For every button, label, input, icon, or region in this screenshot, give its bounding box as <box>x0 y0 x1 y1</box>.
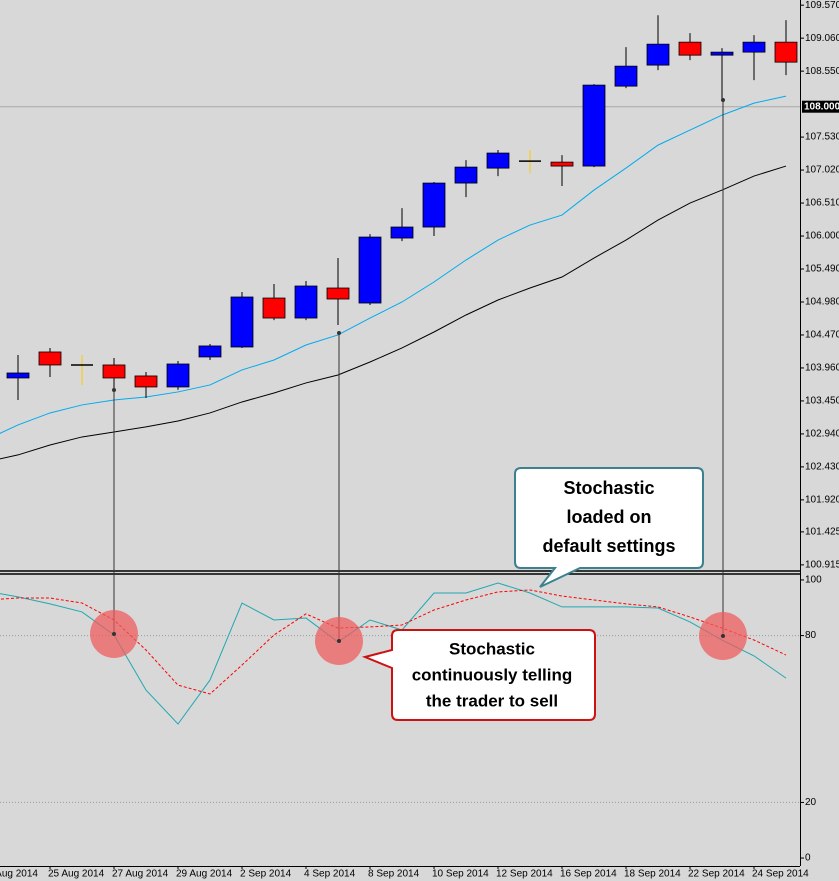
x-tick-label: 18 Sep 2014 <box>624 869 681 880</box>
x-tick-label: 16 Sep 2014 <box>560 869 617 880</box>
candle-body <box>550 161 574 167</box>
candle-body <box>646 43 670 66</box>
y-tick-label: 101.425 <box>805 527 839 538</box>
current-price-label: 108.000 <box>804 101 839 112</box>
callout-box <box>361 629 596 721</box>
callout: Stochastic continuously telling the trad… <box>361 629 596 721</box>
callout-text: default settings <box>542 536 675 556</box>
y-tick-label: 109.060 <box>805 33 839 44</box>
x-tick-label: 2 Sep 2014 <box>240 869 292 880</box>
y-tick-label: 101.920 <box>805 495 839 506</box>
x-tick-label: 8 Sep 2014 <box>368 869 420 880</box>
y-tick-label: 104.980 <box>805 297 839 308</box>
y-tick-label: 102.430 <box>805 462 839 473</box>
y-tick-label: 106.510 <box>805 198 839 209</box>
y-tick-label: 109.570 <box>805 0 839 11</box>
candle-body <box>486 152 510 169</box>
current-price-box <box>802 100 839 113</box>
x-tick-label: 22 Sep 2014 <box>688 869 745 880</box>
x-tick-label: 10 Sep 2014 <box>432 869 489 880</box>
connector-dot <box>721 634 725 638</box>
x-tick-label: 4 Sep 2014 <box>304 869 356 880</box>
y-tick-label: 80 <box>805 630 817 641</box>
y-tick-label: 107.020 <box>805 165 839 176</box>
x-tick-label: Aug 2014 <box>0 869 38 880</box>
candle-body <box>742 41 766 53</box>
connector-dot <box>112 388 116 392</box>
x-tick-label: 24 Sep 2014 <box>752 869 809 880</box>
y-tick-label: 100.915 <box>805 559 839 570</box>
candle-body <box>198 345 222 358</box>
moving-average <box>0 165 787 460</box>
connector-dot <box>721 98 725 102</box>
candle-body <box>294 285 318 319</box>
candle-body <box>230 296 254 348</box>
y-tick-label: 105.490 <box>805 264 839 275</box>
y-tick-label: 103.960 <box>805 363 839 374</box>
callout-text: Stochastic <box>563 478 654 498</box>
x-tick-label: 27 Aug 2014 <box>112 869 169 880</box>
candle-body <box>358 236 382 304</box>
candle-body <box>262 297 286 319</box>
candle-body <box>454 166 478 184</box>
stochastic-line <box>0 589 787 695</box>
y-tick-label: 20 <box>805 797 817 808</box>
callout-text: continuously telling <box>412 665 573 684</box>
candle-body <box>38 351 62 366</box>
candle-body <box>774 41 798 63</box>
candle-body <box>422 182 446 228</box>
candle-body <box>134 375 158 388</box>
plot-area <box>0 15 800 803</box>
y-tick-label: 108.550 <box>805 66 839 77</box>
callout-box <box>514 467 704 588</box>
callout-text: the trader to sell <box>426 691 558 710</box>
callout-text: loaded on <box>567 507 652 527</box>
callout-text: Stochastic <box>449 639 535 658</box>
y-tick-label: 102.940 <box>805 429 839 440</box>
y-tick-label: 103.450 <box>805 396 839 407</box>
x-tick-label: 25 Aug 2014 <box>48 869 105 880</box>
candle-body <box>166 363 190 388</box>
x-tick-label: 12 Sep 2014 <box>496 869 553 880</box>
connector-dot <box>337 639 341 643</box>
y-tick-label: 104.470 <box>805 330 839 341</box>
candle-body <box>710 51 734 56</box>
candle-body <box>390 226 414 239</box>
moving-average <box>0 95 787 434</box>
x-tick-label: 29 Aug 2014 <box>176 869 233 880</box>
candle-body <box>678 41 702 56</box>
y-tick-label: 107.530 <box>805 132 839 143</box>
candle-body <box>6 372 30 379</box>
candle-body <box>614 65 638 87</box>
y-tick-label: 106.000 <box>805 231 839 242</box>
connector-dot <box>112 632 116 636</box>
callout: Stochastic loaded on default settings <box>514 467 704 588</box>
y-tick-label: 0 <box>805 853 811 864</box>
highlights <box>90 98 747 665</box>
candle-body <box>326 287 350 300</box>
y-tick-label: 100 <box>805 575 822 586</box>
candle-body <box>102 364 126 379</box>
candle-body <box>582 84 606 167</box>
connector-dot <box>337 331 341 335</box>
